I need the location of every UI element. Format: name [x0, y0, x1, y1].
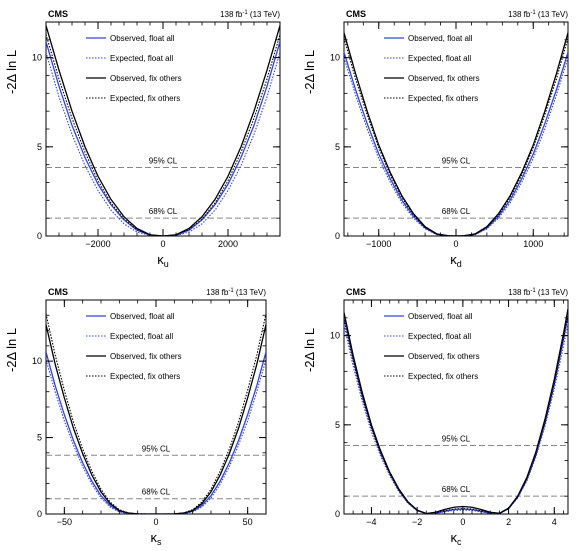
x-tick-label: 0 [153, 517, 158, 527]
cl-label-68: 68% CL [442, 207, 471, 216]
x-tick-label: −50 [57, 517, 72, 527]
x-tick-label: 4 [552, 517, 557, 527]
x-tick-label: −2 [412, 517, 422, 527]
x-tick-label: 1000 [523, 239, 543, 249]
y-tick-label: 5 [37, 433, 42, 443]
y-axis-label: -2Δ ln L [4, 50, 19, 94]
series-line-3 [46, 25, 280, 236]
y-tick-label: 0 [335, 231, 340, 241]
panel-2: 68% CL 95% CL −1000 0 1000 0 5 10 CMS 138 fb-1 (1… [302, 9, 569, 269]
y-tick-label: 5 [37, 142, 42, 152]
cms-label: CMS [48, 287, 68, 297]
legend-entry-2: Expected, float all [408, 332, 471, 341]
series-line-4 [46, 34, 280, 236]
lumi-label: 138 fb-1 (13 TeV) [220, 10, 280, 19]
y-axis-label: -2Δ ln L [302, 328, 317, 372]
x-tick-label: 0 [453, 239, 458, 249]
x-tick-label: 2 [506, 517, 511, 527]
series-line-4 [46, 313, 266, 514]
x-tick-label: 0 [460, 517, 465, 527]
legend-entry-4: Expected, fix others [408, 372, 478, 381]
legend-entry-1: Observed, float all [110, 312, 175, 321]
x-tick-label: −4 [366, 517, 376, 527]
series-line-3 [344, 308, 568, 514]
legend-entry-1: Observed, float all [408, 312, 473, 321]
x-axis-label: κc [451, 530, 463, 547]
x-axis-label: κd [450, 252, 462, 269]
series-line-1 [46, 41, 280, 236]
panel-4: 68% CL 95% CL −4 −2 0 2 4 0 5 10 CMS 138 fb-1 (13 T… [302, 287, 569, 547]
series-line-2 [344, 323, 568, 514]
y-tick-label: 0 [37, 509, 42, 519]
legend-entry-3: Observed, fix others [110, 74, 182, 83]
series-line-1 [344, 52, 568, 236]
y-tick-label: 10 [330, 53, 340, 63]
x-tick-label: 2000 [218, 239, 238, 249]
cms-label: CMS [48, 9, 68, 19]
cl-label-95: 95% CL [442, 435, 471, 444]
cl-label-95: 95% CL [149, 157, 178, 166]
x-axis-label: κu [157, 252, 169, 269]
series-line-4 [344, 315, 568, 514]
legend-entry-4: Expected, fix others [110, 372, 180, 381]
series-line-1 [46, 351, 266, 514]
cl-label-95: 95% CL [142, 444, 171, 453]
legend-entry-2: Expected, float all [110, 332, 173, 341]
series-line-1 [344, 314, 568, 514]
legend-entry-3: Observed, fix others [408, 352, 480, 361]
y-tick-label: 10 [32, 53, 42, 63]
legend-entry-4: Expected, fix others [110, 94, 180, 103]
x-axis-label: κs [151, 530, 163, 547]
x-tick-label: −2000 [85, 239, 110, 249]
y-tick-label: 0 [37, 231, 42, 241]
x-tick-label: 50 [243, 517, 253, 527]
legend-entry-3: Observed, fix others [110, 352, 182, 361]
cms-label: CMS [346, 9, 366, 19]
panel-3: 68% CL 95% CL −50 0 50 0 5 10 CMS 138 fb-1 (13 Te… [4, 287, 267, 547]
cl-label-68: 68% CL [149, 207, 178, 216]
lumi-label: 138 fb-1 (13 TeV) [508, 288, 568, 297]
x-tick-label: 0 [160, 239, 165, 249]
series-line-3 [344, 32, 568, 236]
series-line-2 [46, 359, 266, 514]
legend-entry-2: Expected, float all [408, 54, 471, 63]
x-tick-label: −1000 [366, 239, 391, 249]
y-tick-label: 10 [330, 331, 340, 341]
y-tick-label: 5 [335, 420, 340, 430]
legend-entry-1: Observed, float all [110, 34, 175, 43]
y-tick-label: 0 [335, 509, 340, 519]
panel-1: 68% CL 95% CL −2000 0 2000 0 5 10 CMS 138 fb-1 (1… [4, 9, 281, 269]
y-axis-label: -2Δ ln L [302, 50, 317, 94]
cl-label-68: 68% CL [442, 485, 471, 494]
lumi-label: 138 fb-1 (13 TeV) [206, 288, 266, 297]
y-axis-label: -2Δ ln L [4, 328, 19, 372]
legend-entry-1: Observed, float all [408, 34, 473, 43]
y-tick-label: 5 [335, 142, 340, 152]
legend-entry-2: Expected, float all [110, 54, 173, 63]
legend-entry-3: Observed, fix others [408, 74, 480, 83]
series-line-3 [46, 324, 266, 514]
cl-label-68: 68% CL [142, 488, 171, 497]
y-tick-label: 10 [32, 356, 42, 366]
lumi-label: 138 fb-1 (13 TeV) [508, 10, 568, 19]
legend-entry-4: Expected, fix others [408, 94, 478, 103]
cl-label-95: 95% CL [442, 157, 471, 166]
cms-label: CMS [346, 287, 366, 297]
